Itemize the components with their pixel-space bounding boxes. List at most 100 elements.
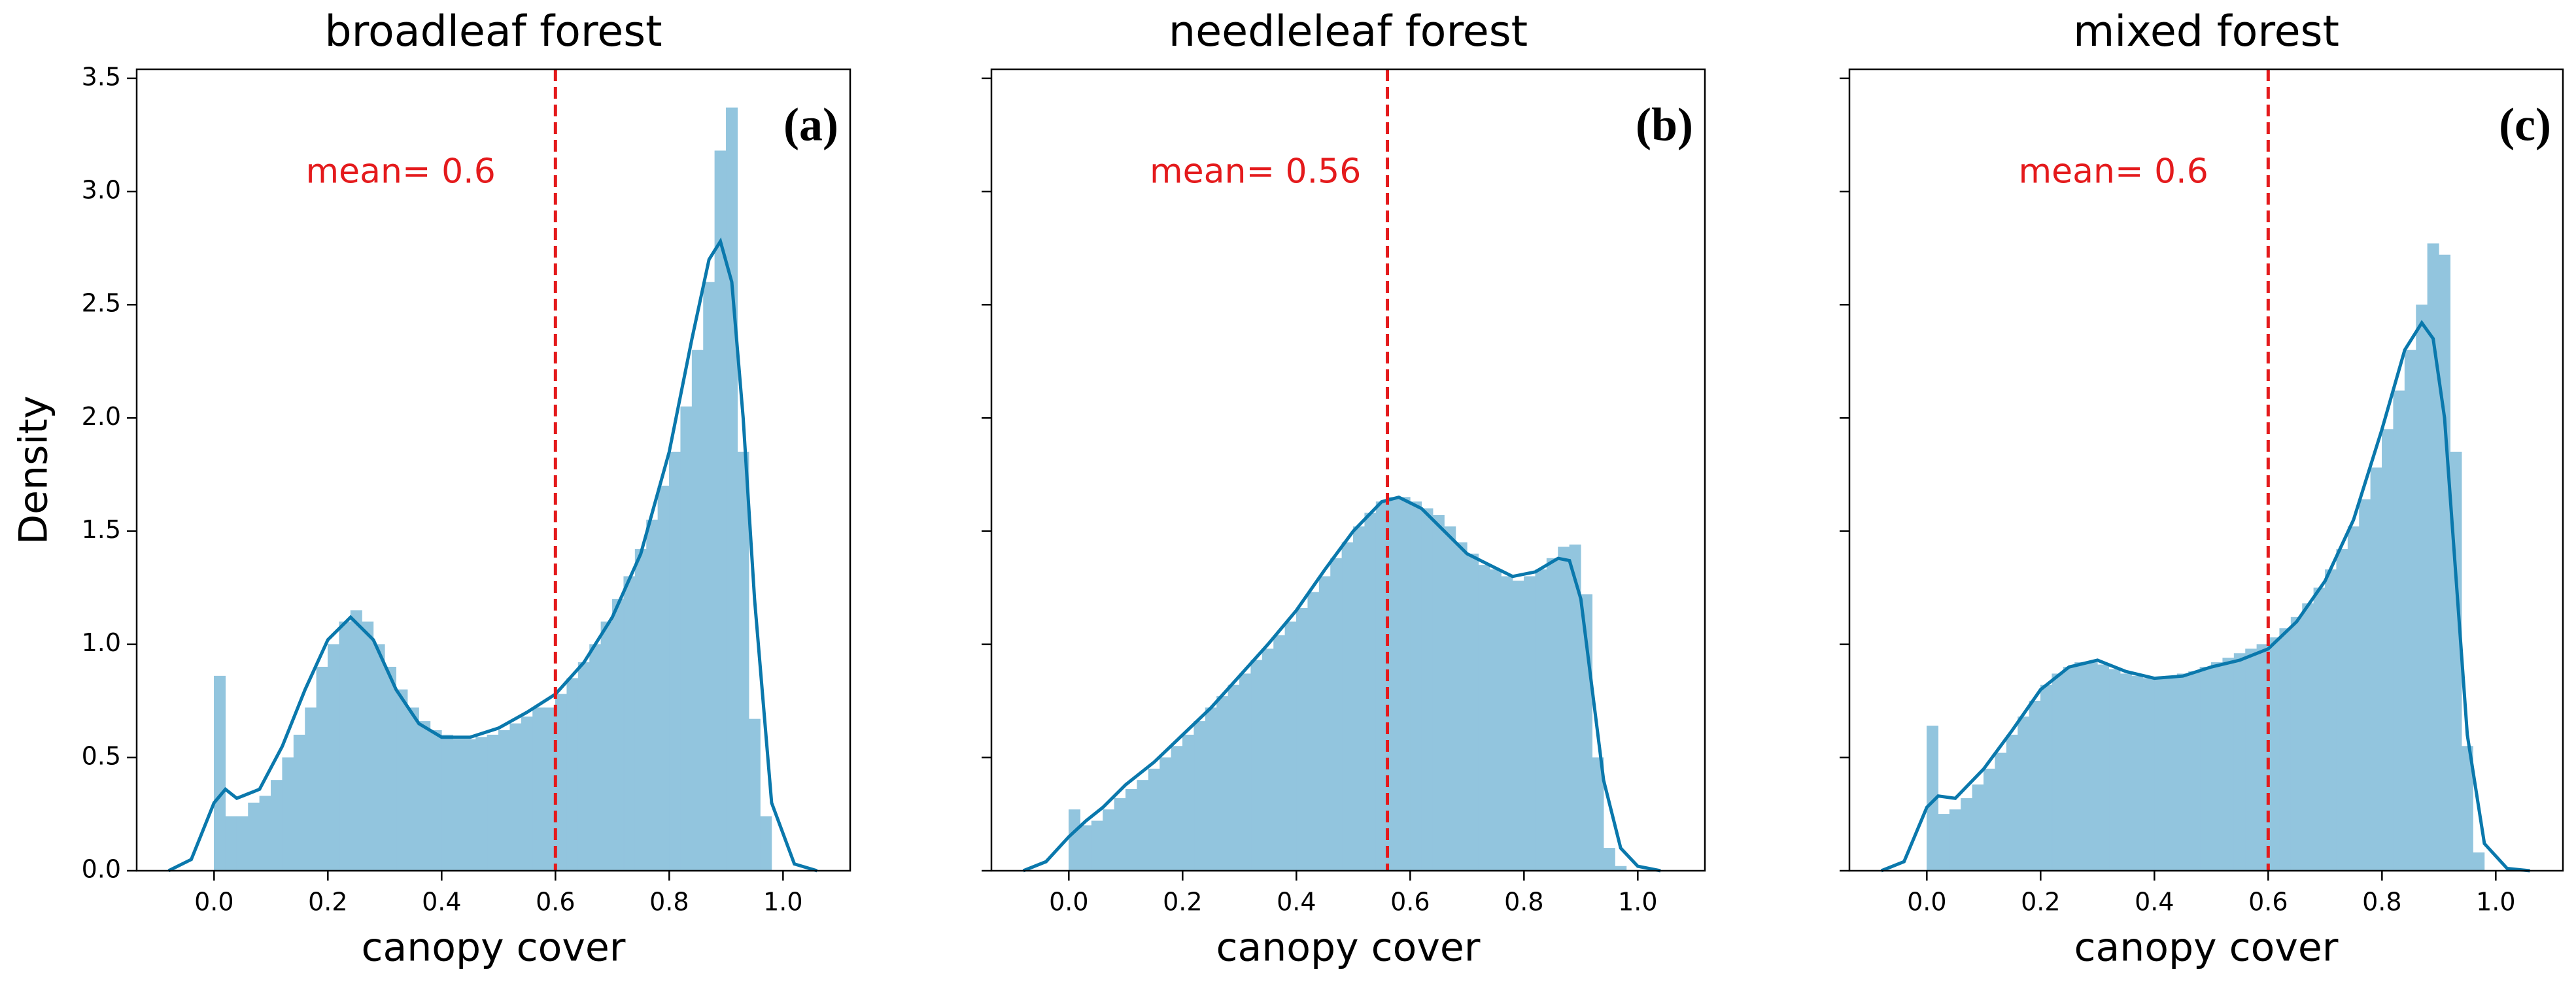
mean-annotation: mean= 0.6 bbox=[2019, 152, 2208, 191]
bar bbox=[271, 780, 283, 871]
bar bbox=[1205, 707, 1217, 871]
bar bbox=[2120, 673, 2132, 871]
kde-line bbox=[1880, 320, 2530, 873]
bar bbox=[2370, 467, 2382, 871]
x-tick-label: 0.6 bbox=[2248, 888, 2288, 917]
bar bbox=[657, 485, 670, 871]
bar bbox=[259, 796, 271, 871]
x-axis-label: canopy cover bbox=[1216, 925, 1481, 971]
bar bbox=[2154, 678, 2167, 871]
bar bbox=[487, 734, 499, 871]
bar bbox=[1535, 569, 1547, 871]
bar bbox=[1546, 558, 1558, 871]
bar bbox=[2108, 669, 2121, 871]
bar bbox=[1318, 576, 1331, 871]
bar bbox=[419, 721, 431, 871]
bar bbox=[1512, 581, 1524, 871]
x-axis-label: canopy cover bbox=[362, 925, 626, 971]
x-tick-label: 0.4 bbox=[2135, 888, 2174, 917]
bar bbox=[2222, 658, 2235, 871]
y-tick-label: 3.5 bbox=[82, 62, 121, 91]
bar bbox=[2142, 678, 2155, 871]
bar bbox=[1307, 592, 1320, 871]
bar bbox=[1375, 501, 1388, 871]
bar bbox=[2290, 616, 2303, 871]
x-tick-label: 0.2 bbox=[308, 888, 347, 917]
panel-label: (a) bbox=[783, 98, 838, 150]
bar bbox=[543, 707, 556, 871]
bar bbox=[2256, 644, 2269, 871]
bar bbox=[2074, 662, 2087, 871]
bar bbox=[1194, 721, 1206, 871]
bar bbox=[1239, 673, 1252, 871]
bar bbox=[1603, 848, 1615, 871]
bar bbox=[1444, 526, 1456, 871]
bar bbox=[1341, 542, 1354, 871]
bar bbox=[1103, 809, 1115, 871]
bar bbox=[1125, 789, 1138, 871]
bar bbox=[646, 519, 659, 871]
x-tick-label: 0.0 bbox=[1907, 888, 1946, 917]
bar bbox=[760, 816, 772, 871]
bar bbox=[2165, 675, 2178, 871]
bar bbox=[532, 707, 545, 871]
bar bbox=[1524, 576, 1536, 871]
x-tick-label: 1.0 bbox=[1618, 888, 1657, 917]
panel-label: (b) bbox=[1636, 98, 1693, 150]
bar bbox=[1273, 635, 1286, 871]
x-tick-label: 0.8 bbox=[649, 888, 689, 917]
bar bbox=[1972, 784, 1984, 871]
bar bbox=[1387, 497, 1400, 871]
bar bbox=[691, 350, 704, 871]
bar bbox=[703, 282, 715, 871]
bar bbox=[328, 644, 340, 871]
bar bbox=[475, 737, 488, 871]
bar bbox=[1961, 798, 1973, 871]
x-axis-label: canopy cover bbox=[2074, 925, 2339, 971]
bar bbox=[589, 644, 602, 871]
chart-title: needleleaf forest bbox=[1169, 7, 1528, 56]
bar bbox=[1228, 684, 1240, 871]
bar bbox=[2006, 734, 2018, 871]
bar bbox=[1091, 820, 1103, 871]
y-tick-label: 3.0 bbox=[82, 176, 121, 205]
bar bbox=[2188, 671, 2201, 871]
bar bbox=[2416, 304, 2428, 871]
bar bbox=[1432, 514, 1445, 871]
panel: mean= 0.6 (c) 0.0 0.2 0.4 0.6 0.8 1.0 mixed fore… bbox=[1840, 7, 2564, 971]
bar bbox=[1949, 809, 1961, 871]
bar bbox=[2359, 499, 2371, 871]
mean-annotation: mean= 0.6 bbox=[306, 152, 496, 191]
bar bbox=[566, 678, 579, 871]
panel: mean= 0.6 (a) 0.0 0.2 0.4 0.6 0.8 1.0 0.0 0.5 1.0 1… bbox=[11, 7, 851, 971]
chart-title: mixed forest bbox=[2073, 7, 2339, 56]
chart-title: broadleaf forest bbox=[324, 7, 662, 56]
bar bbox=[350, 610, 362, 871]
axes-frame bbox=[135, 68, 851, 872]
bar bbox=[2393, 390, 2405, 871]
bar bbox=[2029, 700, 2041, 871]
bar bbox=[2279, 628, 2292, 871]
mean-annotation: mean= 0.56 bbox=[1150, 152, 1361, 191]
bar bbox=[2040, 684, 2053, 871]
bar bbox=[1467, 553, 1479, 871]
bar bbox=[577, 662, 590, 871]
kde-line bbox=[1022, 495, 1661, 873]
bar bbox=[2233, 653, 2246, 871]
bar bbox=[1558, 547, 1570, 871]
x-tick-label: 0.2 bbox=[1163, 888, 1202, 917]
bar bbox=[2268, 637, 2280, 871]
bar bbox=[2245, 648, 2258, 871]
bar bbox=[1984, 768, 1996, 871]
bar bbox=[2086, 662, 2098, 871]
bar bbox=[2336, 548, 2348, 871]
bar bbox=[1489, 569, 1502, 871]
bar bbox=[1284, 621, 1297, 871]
bar bbox=[1216, 696, 1229, 871]
bar bbox=[1159, 757, 1172, 871]
bar bbox=[1478, 565, 1490, 871]
bar bbox=[2063, 667, 2075, 871]
y-axis-label: Density bbox=[11, 396, 57, 545]
panel: mean= 0.56 (b) 0.0 0.2 0.4 0.6 0.8 1.0 needlelea… bbox=[982, 7, 1706, 971]
